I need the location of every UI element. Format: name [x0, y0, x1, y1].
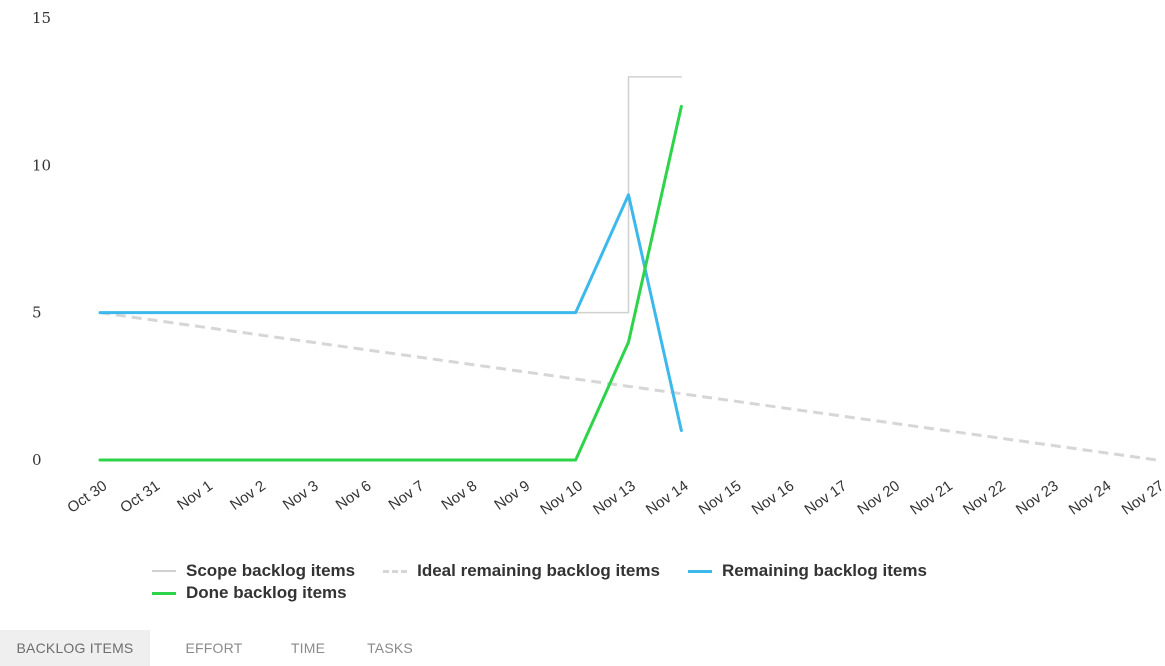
y-tick-label: 0 [32, 451, 42, 469]
legend-swatch-ideal [383, 569, 408, 573]
legend-swatch-done [152, 591, 176, 595]
x-tick-label: Nov 7 [386, 477, 428, 513]
tab-time[interactable]: TIME [290, 640, 326, 656]
x-tick-label: Oct 30 [64, 477, 110, 516]
burndown-chart: 0 5 10 15 Oct 30 Oct 31 Nov 1 Nov 2 Nov 3 Nov 6 N… [32, 9, 1165, 519]
x-tick-label: Nov 13 [590, 477, 639, 518]
x-tick-label: Nov 21 [907, 477, 956, 518]
legend-swatch-scope [152, 570, 176, 572]
x-tick-label: Nov 23 [1013, 477, 1062, 518]
x-tick-label: Nov 2 [227, 477, 269, 513]
x-tick-label: Nov 22 [960, 477, 1009, 518]
legend-row-1: Scope backlog items Ideal remaining back… [152, 560, 1112, 582]
chart-legend: Scope backlog items Ideal remaining back… [152, 560, 1112, 604]
y-axis: 0 5 10 15 [32, 9, 51, 469]
series-remaining-line [98, 193, 683, 433]
series-ideal-line [99, 311, 1158, 462]
legend-label-done: Done backlog items [186, 583, 347, 602]
legend-row-2: Done backlog items [152, 582, 1112, 604]
x-tick-label: Nov 10 [537, 477, 586, 518]
x-tick-label: Nov 20 [854, 477, 903, 518]
x-tick-label: Nov 3 [280, 477, 322, 513]
series-scope-line [99, 76, 683, 314]
x-tick-label: Nov 8 [438, 477, 480, 513]
legend-item-done[interactable]: Done backlog items [152, 583, 347, 603]
x-tick-label: Nov 17 [802, 477, 851, 518]
y-tick-label: 10 [32, 156, 51, 174]
x-tick-label: Nov 6 [333, 477, 375, 513]
legend-item-ideal[interactable]: Ideal remaining backlog items [383, 561, 660, 581]
x-tick-label: Nov 24 [1066, 477, 1115, 518]
x-tick-label: Nov 9 [491, 477, 533, 513]
series-done-line [98, 104, 683, 462]
tab-backlog-items[interactable]: BACKLOG ITEMS [0, 630, 150, 666]
x-tick-label: Nov 1 [174, 477, 216, 513]
legend-item-scope[interactable]: Scope backlog items [152, 561, 355, 581]
tab-tasks[interactable]: TASKS [367, 640, 413, 656]
tab-effort[interactable]: EFFORT [185, 640, 243, 656]
x-axis: Oct 30 Oct 31 Nov 1 Nov 2 Nov 3 Nov 6 Nov 7 Nov… [64, 477, 1165, 518]
y-tick-label: 15 [32, 9, 51, 27]
y-tick-label: 5 [32, 304, 42, 322]
legend-swatch-remaining [687, 569, 712, 573]
legend-label-scope: Scope backlog items [186, 561, 356, 580]
legend-label-ideal: Ideal remaining backlog items [417, 561, 660, 580]
x-tick-label: Oct 31 [117, 477, 163, 516]
chart-tabs: BACKLOG ITEMS EFFORT TIME TASKS [0, 630, 442, 666]
legend-label-remaining: Remaining backlog items [721, 561, 927, 580]
series-layer [98, 76, 1158, 462]
x-tick-label: Nov 15 [696, 477, 745, 518]
x-tick-label: Nov 16 [749, 477, 798, 518]
x-tick-label: Nov 14 [643, 477, 692, 518]
legend-item-remaining[interactable]: Remaining backlog items [687, 561, 927, 581]
x-tick-label: Nov 27 [1119, 477, 1165, 518]
